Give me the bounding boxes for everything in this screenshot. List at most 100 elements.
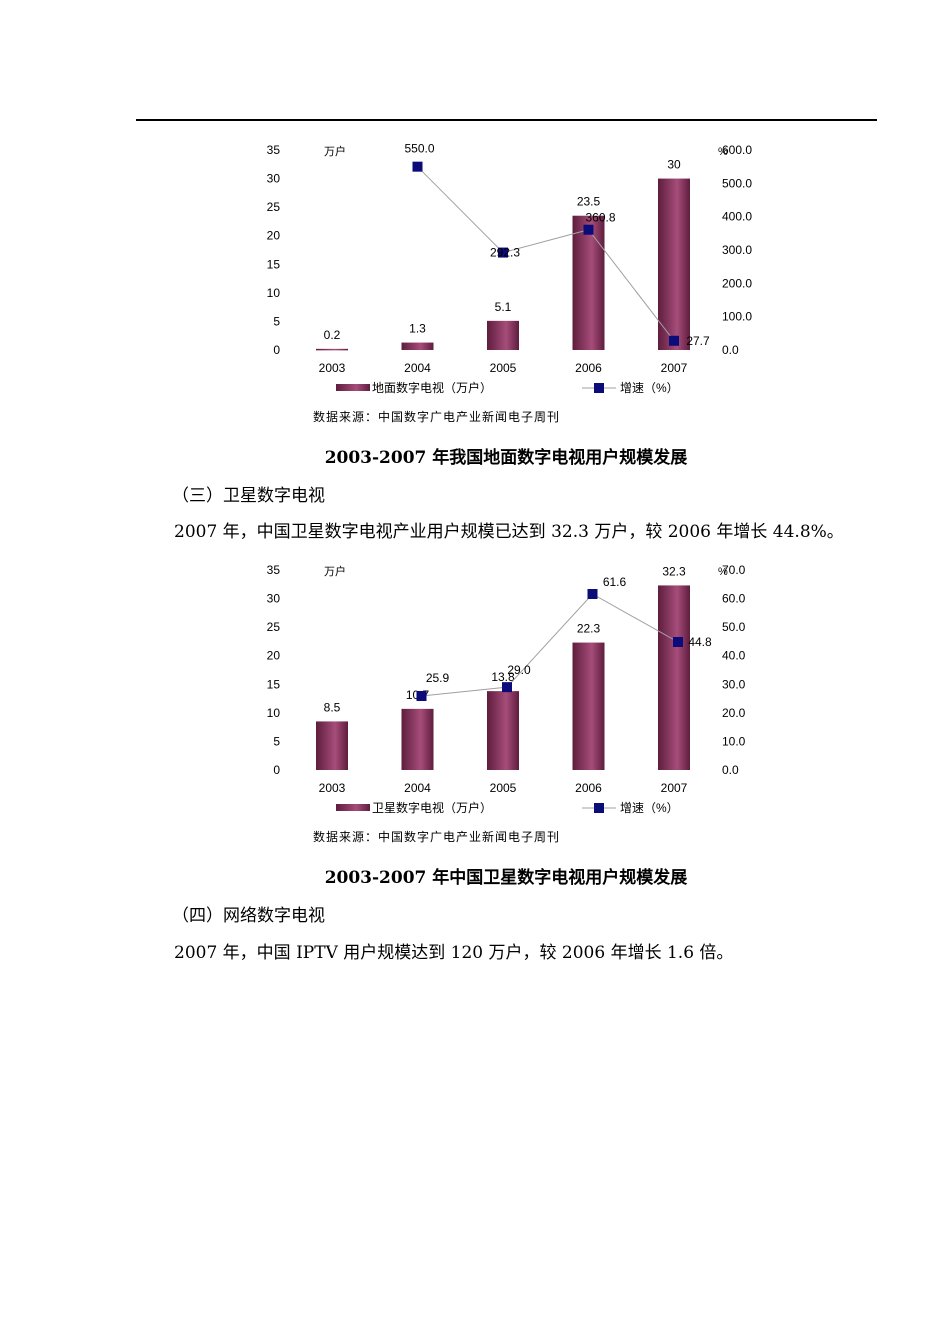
right-tick-label: 10.0	[722, 734, 746, 748]
right-tick-label: 600.0	[722, 143, 752, 157]
right-tick-label: 300.0	[722, 243, 752, 257]
right-tick-label: 60.0	[722, 592, 746, 606]
x-tick-label: 2003	[319, 361, 346, 375]
legend-bar-label: 地面数字电视（万户）	[372, 380, 492, 395]
left-tick-label: 5	[273, 314, 280, 328]
right-tick-label: 0.0	[722, 763, 739, 777]
chart1-source: 数据来源：中国数字广电产业新闻电子周刊	[313, 410, 561, 424]
bar-value-label: 13.8	[491, 670, 515, 684]
left-tick-label: 10	[267, 286, 281, 300]
bar-value-label: 23.5	[577, 195, 601, 209]
header-rule	[136, 119, 877, 121]
left-tick-label: 30	[267, 172, 281, 186]
legend-marker	[594, 383, 604, 393]
growth-marker-2005	[502, 682, 512, 693]
left-unit-label: 万户	[324, 564, 346, 578]
growth-value-label: 44.8	[688, 635, 712, 649]
legend-marker	[594, 803, 604, 813]
growth-value-label: 550.0	[404, 142, 434, 156]
legend-bar-swatch	[336, 804, 370, 811]
bar-2006	[572, 642, 605, 770]
growth-marker-2004	[412, 161, 423, 172]
left-tick-label: 0	[273, 763, 280, 777]
chart1-caption: 2003-2007 年我国地面数字电视用户规模发展	[324, 448, 688, 468]
left-tick-label: 30	[267, 592, 281, 606]
terrestrial-dtv-chart-svg: 0 5 10 15 20 25 30 35 0.0 100.0 200.0 300.0 400.0 500…	[267, 142, 753, 395]
chart2-caption: 2003-2007 年中国卫星数字电视用户规模发展	[324, 868, 688, 888]
bar-value-label: 32.3	[662, 564, 686, 578]
satellite-paragraph: 2007 年，中国卫星数字电视产业用户规模已达到 32.3 万户，较 2006 …	[174, 522, 844, 542]
growth-value-label: 29.0	[507, 663, 531, 677]
network-paragraph: 2007 年，中国 IPTV 用户规模达到 120 万户，较 2006 年增长 …	[174, 943, 734, 963]
left-tick-label: 25	[267, 200, 281, 214]
x-tick-label: 2005	[490, 361, 517, 375]
x-tick-label: 2005	[490, 781, 517, 795]
satellite-dtv-chart-svg: 0 5 10 15 20 25 30 35 0.0 10.0 20.0 30.0 40.0 50.0 60.…	[267, 563, 746, 815]
bar-value-label: 1.3	[409, 322, 426, 336]
bar-2005	[487, 320, 519, 350]
left-tick-label: 0	[273, 343, 280, 357]
left-tick-label: 35	[267, 563, 281, 577]
right-tick-label: 40.0	[722, 649, 746, 663]
growth-value-label: 27.7	[686, 334, 710, 348]
left-tick-label: 15	[267, 677, 281, 691]
bar-value-label: 30	[667, 158, 681, 172]
terrestrial-dtv-chart: 0 5 10 15 20 25 30 35 0.0 100.0 200.0 300.0 400.0 500…	[250, 140, 770, 395]
bar-2006	[572, 215, 605, 350]
legend-bar-label: 卫星数字电视（万户）	[372, 800, 492, 815]
right-tick-label: 500.0	[722, 176, 752, 190]
left-unit-label: 万户	[324, 144, 346, 158]
growth-line	[421, 593, 679, 697]
bar-value-label: 22.3	[577, 622, 601, 636]
left-tick-label: 35	[267, 143, 281, 157]
right-unit-label: %	[718, 566, 728, 578]
growth-marker-2007	[669, 335, 679, 346]
growth-line	[417, 166, 675, 342]
left-tick-label: 10	[267, 706, 281, 720]
section-heading-satellite: （三）卫星数字电视	[172, 486, 325, 506]
growth-value-label: 360.8	[585, 211, 615, 225]
section-heading-network: （四）网络数字电视	[172, 906, 325, 926]
x-tick-label: 2004	[404, 361, 431, 375]
x-tick-label: 2004	[404, 781, 431, 795]
right-tick-label: 50.0	[722, 620, 746, 634]
right-tick-label: 70.0	[722, 563, 746, 577]
bar-value-label: 8.5	[324, 700, 341, 714]
growth-marker-2004	[416, 691, 427, 701]
bar-value-label: 0.2	[324, 328, 341, 342]
growth-value-label: 25.9	[426, 671, 450, 685]
bar-2004	[401, 708, 434, 770]
bar-2005	[487, 691, 519, 770]
x-tick-label: 2003	[319, 781, 346, 795]
chart2-source: 数据来源：中国数字广电产业新闻电子周刊	[313, 830, 561, 844]
bar-2004	[401, 342, 434, 350]
x-tick-label: 2006	[575, 781, 602, 795]
growth-marker-2007	[673, 637, 683, 647]
growth-marker-2005	[498, 247, 508, 258]
right-tick-label: 30.0	[722, 677, 746, 691]
right-tick-label: 200.0	[722, 276, 752, 290]
x-tick-label: 2007	[661, 781, 688, 795]
legend-line-label: 增速（%）	[620, 801, 679, 815]
bar-2007	[658, 585, 690, 770]
left-tick-label: 25	[267, 620, 281, 634]
left-tick-label: 20	[267, 649, 281, 663]
growth-value-label: 61.6	[603, 575, 627, 589]
right-tick-label: 400.0	[722, 210, 752, 224]
growth-value-label: 292.3	[490, 246, 520, 260]
bar-2007	[658, 178, 690, 350]
growth-marker-2006	[587, 589, 598, 599]
legend-bar-swatch	[336, 384, 370, 391]
legend-line-label: 增速（%）	[620, 381, 679, 395]
bar-value-label: 5.1	[495, 300, 512, 314]
bar-2003	[316, 721, 348, 770]
right-unit-label: %	[718, 146, 728, 158]
right-tick-label: 20.0	[722, 706, 746, 720]
left-tick-label: 15	[267, 257, 281, 271]
x-tick-label: 2006	[575, 361, 602, 375]
left-tick-label: 5	[273, 734, 280, 748]
left-tick-label: 20	[267, 229, 281, 243]
right-tick-label: 0.0	[722, 343, 739, 357]
x-tick-label: 2007	[661, 361, 688, 375]
right-tick-label: 100.0	[722, 310, 752, 324]
